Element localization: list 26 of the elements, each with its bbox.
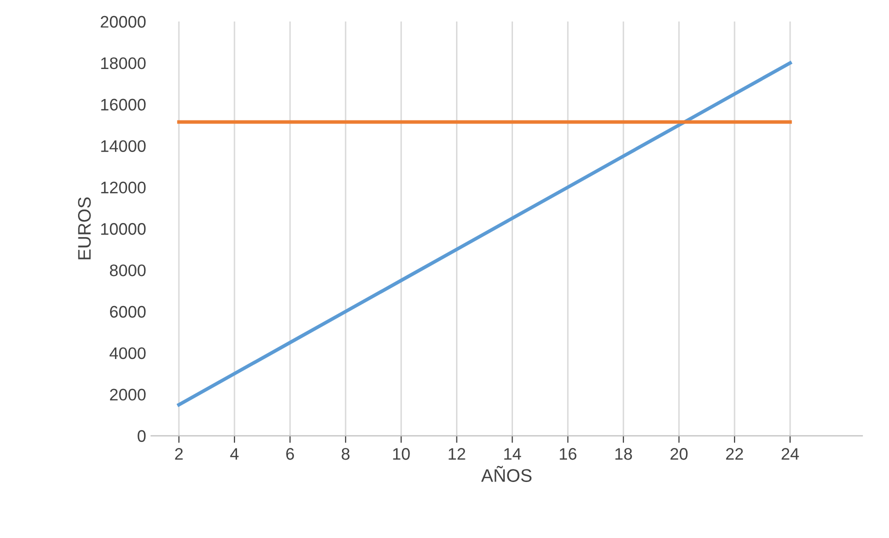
x-tick-label: 2: [175, 448, 183, 460]
y-tick-label: 14000: [101, 140, 146, 152]
y-tick-label: 10000: [101, 223, 146, 235]
y-tick-label: 0: [138, 430, 146, 442]
x-tick-label: 20: [670, 448, 688, 460]
y-tick-label: 18000: [101, 57, 146, 70]
x-tick-label: 10: [393, 448, 410, 460]
x-tick-label: 18: [615, 448, 632, 460]
line-series: [177, 61, 792, 406]
x-tick-label: 14: [504, 448, 522, 460]
y-tick-label: 16000: [101, 98, 146, 111]
x-tick-label: 16: [560, 448, 576, 460]
y-tick-label: 6000: [110, 306, 146, 318]
x-tick-label: 22: [726, 448, 743, 460]
x-axis-title: AÑOS: [481, 466, 532, 482]
y-tick-label: 20000: [100, 16, 146, 28]
x-tick-label: 8: [342, 448, 350, 460]
y-tick-label: 8000: [110, 264, 146, 276]
x-tick-label: 12: [448, 448, 466, 460]
y-tick-label: 2000: [110, 388, 146, 401]
y-tick-label: 12000: [101, 182, 146, 194]
y-tick-label: 4000: [110, 347, 146, 360]
x-tick-label: 6: [286, 448, 294, 460]
x-tick-label: 4: [230, 448, 239, 460]
y-axis-title: EUROS: [78, 197, 91, 260]
x-tick-label: 24: [782, 448, 799, 460]
